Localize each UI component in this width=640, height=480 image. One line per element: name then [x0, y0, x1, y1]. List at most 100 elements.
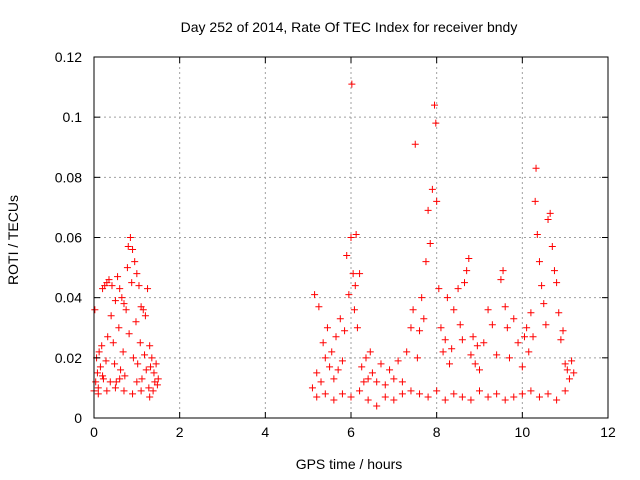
data-point: [336, 315, 344, 323]
data-point: [125, 330, 133, 338]
data-point: [518, 363, 526, 371]
data-point: [527, 309, 535, 317]
data-point: [435, 285, 443, 293]
data-point: [450, 390, 458, 398]
data-point: [153, 381, 161, 389]
data-point: [394, 357, 402, 365]
data-point: [520, 333, 528, 341]
data-point: [390, 396, 398, 404]
data-point: [135, 282, 143, 290]
y-tick-label: 0.08: [55, 169, 82, 185]
data-point: [134, 360, 142, 368]
data-point: [111, 384, 119, 392]
data-point: [450, 306, 458, 314]
data-point: [315, 303, 323, 311]
data-point: [497, 276, 505, 284]
data-point: [115, 324, 123, 332]
data-point: [330, 396, 338, 404]
data-point: [107, 312, 115, 320]
data-point: [129, 246, 137, 254]
x-tick-label: 0: [90, 424, 98, 440]
data-point: [514, 339, 522, 347]
data-point: [480, 339, 488, 347]
data-point: [364, 396, 372, 404]
data-point: [529, 333, 537, 341]
data-point: [476, 366, 483, 374]
data-point: [555, 309, 563, 317]
data-point: [98, 342, 106, 350]
y-tick-label: 0: [74, 410, 82, 426]
data-point: [120, 300, 128, 308]
data-point: [493, 390, 501, 398]
data-point: [104, 333, 112, 341]
data-point: [426, 240, 434, 248]
data-points: [90, 80, 578, 410]
data-point: [407, 324, 415, 332]
data-point: [443, 294, 451, 302]
data-point: [124, 243, 132, 251]
data-point: [145, 384, 153, 392]
data-point: [540, 300, 548, 308]
data-point: [463, 267, 471, 275]
data-point: [416, 390, 424, 398]
data-point: [137, 387, 145, 395]
data-point: [398, 390, 406, 398]
data-point: [122, 306, 130, 314]
data-point: [559, 327, 567, 335]
data-point: [469, 333, 477, 341]
data-point: [116, 375, 124, 383]
data-point: [338, 390, 346, 398]
data-point: [381, 381, 389, 389]
data-point: [116, 285, 124, 293]
data-point: [133, 378, 141, 386]
data-point: [138, 375, 146, 383]
data-point: [108, 282, 116, 290]
data-point: [106, 378, 114, 386]
data-point: [411, 140, 419, 148]
data-point: [103, 387, 111, 395]
data-point: [148, 354, 156, 362]
data-point: [548, 243, 556, 251]
data-point: [99, 375, 107, 383]
data-point: [353, 324, 361, 332]
data-point: [326, 363, 334, 371]
data-point: [535, 258, 543, 266]
data-point: [141, 351, 149, 359]
data-point: [398, 378, 406, 386]
data-point: [328, 348, 336, 356]
data-point: [362, 354, 370, 362]
data-point: [132, 318, 140, 326]
data-point: [152, 360, 160, 368]
data-point: [476, 387, 483, 395]
data-point: [347, 393, 355, 401]
data-point: [465, 255, 473, 263]
data-point: [546, 209, 554, 217]
plot-frame: [93, 56, 609, 419]
data-point: [433, 387, 441, 395]
data-point: [338, 357, 346, 365]
data-point: [441, 336, 449, 344]
data-point: [431, 101, 439, 109]
data-point: [553, 279, 561, 287]
data-point: [136, 339, 144, 347]
data-point: [518, 390, 526, 398]
data-point: [390, 375, 398, 383]
data-point: [93, 369, 101, 377]
data-point: [503, 324, 511, 332]
data-point: [147, 363, 155, 371]
data-point: [311, 291, 319, 299]
data-point: [448, 345, 456, 353]
x-axis-label: GPS time / hours: [296, 456, 403, 472]
data-point: [323, 324, 331, 332]
data-point: [570, 369, 578, 377]
data-point: [446, 360, 454, 368]
data-point: [499, 267, 507, 275]
data-point: [352, 230, 360, 238]
x-tick-label: 12: [600, 424, 616, 440]
data-point: [373, 402, 381, 410]
data-point: [366, 348, 374, 356]
data-point: [441, 396, 449, 404]
data-point: [146, 393, 154, 401]
data-point: [144, 285, 152, 293]
